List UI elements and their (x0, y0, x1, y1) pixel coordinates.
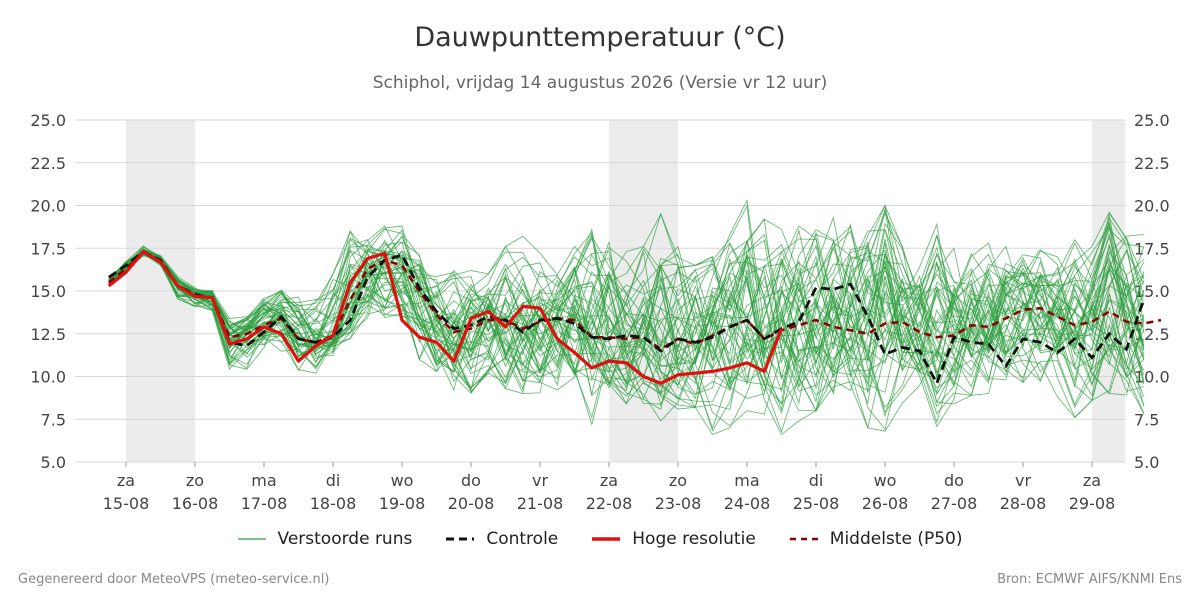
x-tick-day: ma (734, 471, 759, 490)
x-tick-date: 28-08 (1000, 494, 1047, 513)
series-control-line (108, 250, 1146, 387)
legend-label-highres: Hoge resolutie (632, 529, 756, 549)
x-tick-date: 29-08 (1069, 494, 1116, 513)
legend: Verstoorde runs Controle Hoge resolutie … (0, 529, 1200, 549)
x-tick-date: 20-08 (448, 494, 495, 513)
ensemble-member-line (108, 208, 1145, 398)
chart-subtitle: Schiphol, vrijdag 14 augustus 2026 (Vers… (372, 73, 828, 93)
series-highres-line (107, 250, 783, 385)
ensemble-member-line (108, 208, 1144, 390)
ensemble-member-line (108, 234, 1145, 394)
ensemble-member-line (108, 246, 1145, 393)
x-tick-date: 26-08 (862, 494, 909, 513)
y-tick-label-left: 7.5 (41, 410, 66, 429)
y-tick-label-left: 20.0 (30, 197, 66, 216)
x-tick-date: 22-08 (586, 494, 633, 513)
x-tick-day: wo (874, 471, 897, 490)
legend-swatch-control (446, 537, 475, 541)
y-axis-left: 5.0 7.5 10.0 12.5 15.0 17.5 20.0 22.5 25.0 (30, 111, 66, 472)
x-tick-date: 23-08 (655, 494, 702, 513)
legend-swatch-ensemble (237, 538, 266, 540)
x-tick-day: wo (391, 471, 414, 490)
chart-title: Dauwpunttemperatuur (°C) (414, 22, 786, 53)
x-tick-day: do (944, 471, 964, 490)
x-tick-date: 25-08 (793, 494, 840, 513)
series-median-line (108, 250, 1162, 351)
footer-credit: Gegenereerd door MeteoVPS (meteo-service… (18, 572, 330, 587)
x-tick-day: za (1083, 471, 1101, 490)
y-tick-label-right: 20.0 (1134, 197, 1170, 216)
legend-item-ensemble[interactable]: Verstoorde runs (237, 529, 413, 549)
x-tick-day: di (809, 471, 824, 490)
y-tick-label-left: 15.0 (30, 282, 66, 301)
legend-label-control: Controle (486, 529, 559, 549)
legend-item-median[interactable]: Middelste (P50) (789, 529, 963, 549)
x-tick-date: 21-08 (517, 494, 564, 513)
ensemble-member-line (108, 217, 1144, 432)
x-tick-day: vr (1015, 471, 1031, 490)
legend-swatch-highres (592, 537, 621, 541)
x-tick-date: 18-08 (310, 494, 357, 513)
x-tick-day: zo (669, 471, 687, 490)
y-tick-label-right: 17.5 (1134, 239, 1170, 258)
ensemble-member-line (108, 248, 1145, 408)
x-tick-date: 19-08 (379, 494, 426, 513)
main-series (107, 250, 1162, 387)
legend-item-highres[interactable]: Hoge resolutie (592, 529, 756, 549)
ensemble-member-line (108, 242, 1145, 370)
y-tick-label-right: 7.5 (1134, 410, 1159, 429)
x-tick-date: 27-08 (931, 494, 978, 513)
y-tick-label-left: 25.0 (30, 111, 66, 130)
x-tick-day: za (117, 471, 135, 490)
footer-source: Bron: ECMWF AIFS/KNMI Ens (997, 572, 1182, 587)
ensemble-member-line (108, 229, 1145, 430)
legend-label-ensemble: Verstoorde runs (277, 529, 413, 549)
x-tick-date: 17-08 (241, 494, 288, 513)
x-axis: za 15-08 zo 16-08 ma 17-08 di 18-08 wo 19-08 do 20-… (103, 462, 1116, 513)
y-tick-label-right: 5.0 (1134, 453, 1159, 472)
y-tick-label-left: 12.5 (30, 325, 66, 344)
x-tick-date: 24-08 (724, 494, 771, 513)
y-tick-label-left: 22.5 (30, 154, 66, 173)
y-tick-label-left: 17.5 (30, 239, 66, 258)
ensemble-member-line (108, 235, 1145, 404)
y-tick-label-left: 5.0 (41, 453, 66, 472)
x-tick-date: 15-08 (103, 494, 150, 513)
x-tick-day: di (326, 471, 341, 490)
x-tick-day: ma (251, 471, 276, 490)
ensemble-member-line (108, 228, 1145, 379)
y-tick-label-left: 10.0 (30, 368, 66, 387)
ensemble-member-line (108, 231, 1145, 400)
legend-item-control[interactable]: Controle (446, 529, 558, 549)
x-tick-day: zo (186, 471, 204, 490)
legend-label-median: Middelste (P50) (829, 529, 963, 549)
x-tick-day: do (461, 471, 481, 490)
x-tick-day: za (600, 471, 618, 490)
legend-swatch-median (789, 537, 818, 541)
x-tick-date: 16-08 (172, 494, 219, 513)
x-tick-day: vr (532, 471, 548, 490)
ensemble-member-line (108, 198, 1145, 383)
ensemble-member-line (108, 241, 1145, 412)
y-tick-label-right: 25.0 (1134, 111, 1170, 130)
y-tick-label-right: 22.5 (1134, 154, 1170, 173)
ensemble-member-line (108, 243, 1145, 403)
